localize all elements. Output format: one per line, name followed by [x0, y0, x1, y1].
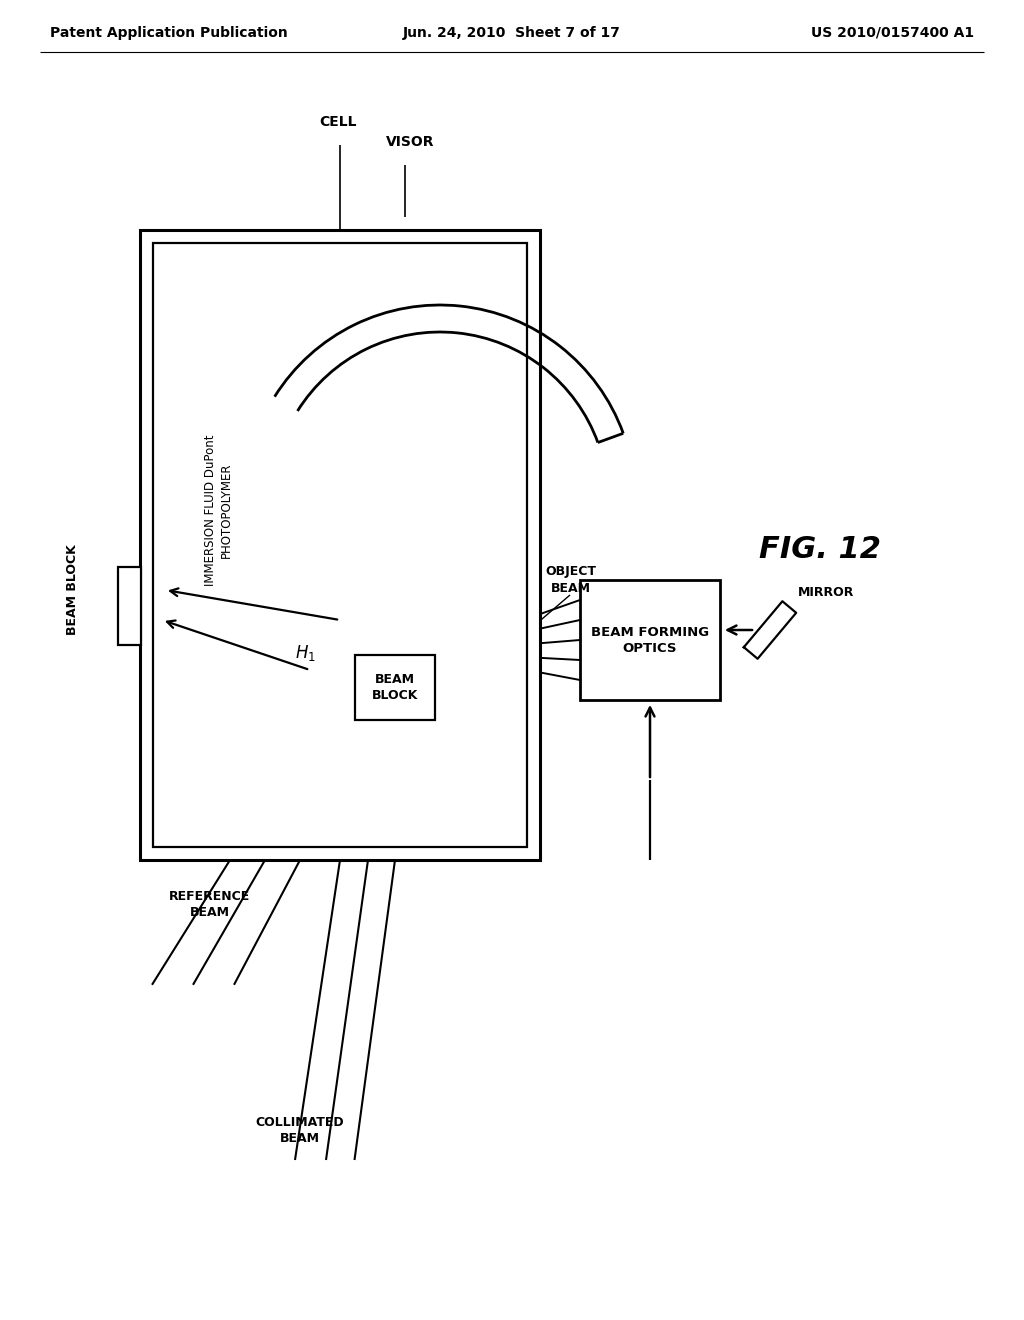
Bar: [355, 655, 435, 719]
Text: CELL: CELL: [319, 115, 356, 129]
Bar: [580, 579, 720, 700]
Text: MIRROR: MIRROR: [798, 586, 854, 598]
Text: BEAM
BLOCK: BEAM BLOCK: [372, 673, 418, 702]
Text: IMMERSION FLUID DuPont
PHOTOPOLYMER: IMMERSION FLUID DuPont PHOTOPOLYMER: [204, 434, 232, 586]
Text: BEAM FORMING
OPTICS: BEAM FORMING OPTICS: [591, 626, 709, 655]
Text: OBJECT
BEAM: OBJECT BEAM: [545, 565, 596, 594]
Text: REFERENCE
BEAM: REFERENCE BEAM: [169, 891, 251, 920]
Text: Patent Application Publication: Patent Application Publication: [50, 26, 288, 40]
Text: FIG. 12: FIG. 12: [759, 536, 881, 565]
Text: $H_1$: $H_1$: [295, 643, 315, 663]
Bar: [153, 243, 527, 847]
Text: BEAM BLOCK: BEAM BLOCK: [66, 545, 79, 635]
Bar: [140, 230, 540, 861]
Text: VISOR: VISOR: [386, 135, 434, 149]
Text: US 2010/0157400 A1: US 2010/0157400 A1: [811, 26, 974, 40]
Text: Jun. 24, 2010  Sheet 7 of 17: Jun. 24, 2010 Sheet 7 of 17: [403, 26, 621, 40]
Bar: [118, 568, 141, 645]
Polygon shape: [743, 601, 797, 659]
Text: COLLIMATED
BEAM: COLLIMATED BEAM: [256, 1115, 344, 1144]
